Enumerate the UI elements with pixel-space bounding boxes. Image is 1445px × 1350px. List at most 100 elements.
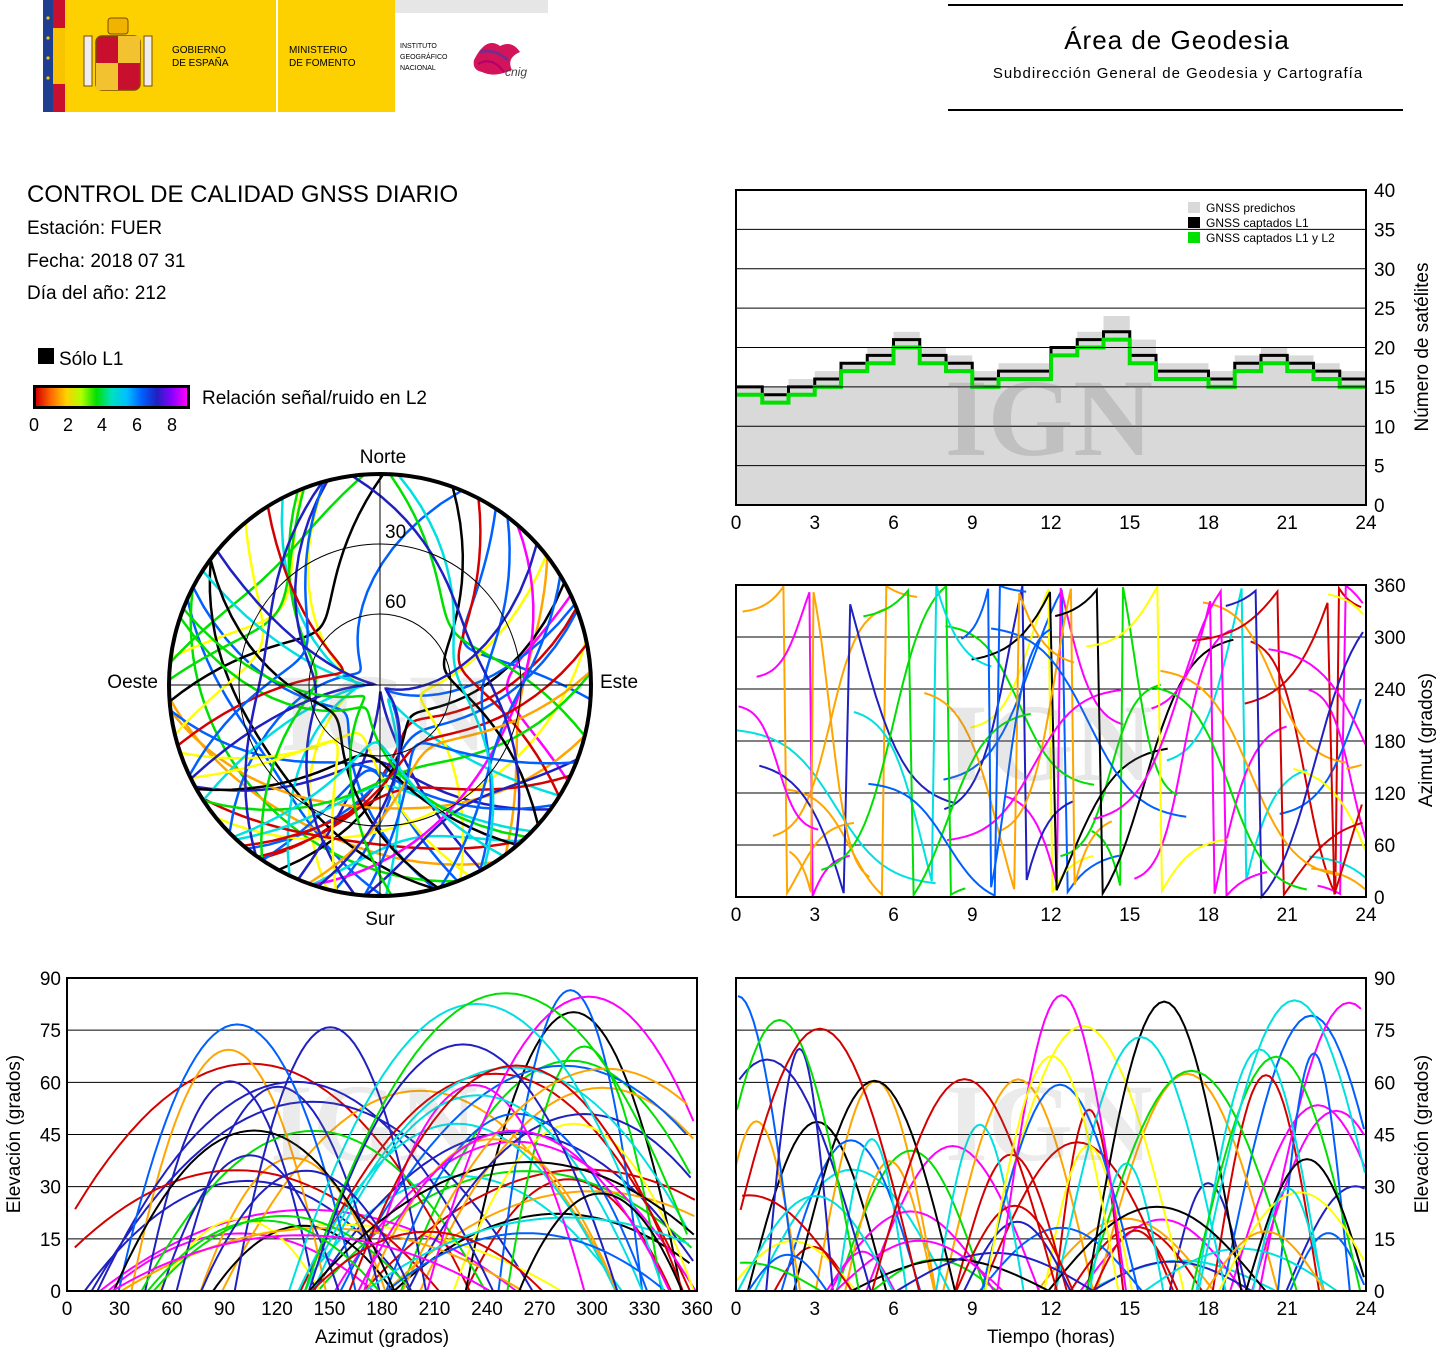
num-satellites-chart: 0 5 10 15 20 25 30 35 40 0 3 6 9 12 15 18 21 24 GNSS pred… [731,181,1433,534]
snr-tick-6: 6 [132,415,143,435]
elt-track [896,1251,1094,1292]
south-label: Sur [365,909,395,930]
nsat-legend-swatch [1188,202,1200,213]
snr-tick-4: 4 [97,415,108,435]
azt-track [1268,648,1367,746]
azt-xtick: 24 [1355,905,1377,926]
sky-track [384,698,560,897]
ela-track [111,1234,491,1292]
elt-track [1095,1072,1279,1292]
nsat-ytick: 10 [1374,417,1395,438]
azt-track [1086,583,1229,895]
azt-track [1293,767,1366,851]
ela-track [96,1080,494,1292]
sky-track [478,516,511,872]
elt-track [737,995,798,1292]
azt-track [1160,669,1341,877]
elt-xtick: 21 [1277,1299,1298,1320]
elt-track [1047,1205,1267,1292]
nsat-xtick: 9 [967,513,978,534]
watermark-top: IGN [945,357,1153,479]
elt-ytick: 90 [1374,969,1395,990]
elt-track [980,1141,1175,1292]
ring-label-60: 60 [385,592,406,613]
azt-xtick: 21 [1277,905,1298,926]
elt-xtick: 15 [1119,1299,1140,1320]
ela-track [357,1129,671,1292]
elt-track [1190,1055,1362,1292]
ela-track [117,1023,357,1292]
azt-track [945,625,1095,786]
azt-track [999,588,1113,886]
ela-track [452,1122,695,1292]
ring-label-30: 30 [385,522,406,543]
ela-xtick: 180 [366,1299,398,1320]
sky-track [439,575,562,888]
ela-track [348,1064,684,1292]
ela-track [112,1129,396,1292]
sky-track [209,559,439,889]
azt-track [738,705,819,831]
azt-ytick: 300 [1374,628,1406,649]
azt-ylabel: Azimut (grados) [1416,673,1437,807]
ela-track [311,1230,544,1292]
azt-xtick: 0 [731,905,742,926]
azt-track [1166,588,1308,881]
elt-track [1251,1109,1365,1292]
elt-xtick: 24 [1355,1299,1377,1320]
sky-track [173,522,265,736]
nsat-ytick: 15 [1374,378,1395,399]
cnig-logo-text: cnig [505,65,527,79]
azt-track [946,689,1122,842]
elt-xtick: 12 [1040,1299,1061,1320]
elt-xtick: 0 [731,1299,742,1320]
elt-track [1285,1185,1365,1292]
sky-track [442,486,540,826]
snr-tick-0: 0 [29,415,40,435]
watermark-sky: IGN [280,652,488,774]
ela-xtick: 90 [214,1299,235,1320]
ela-track [419,1086,694,1292]
sky-track [260,607,578,861]
azt-track [1054,587,1234,898]
ela-track [339,1064,687,1292]
ela-track [312,1094,644,1292]
elevation-time-chart: 0 15 30 45 60 75 90 0 3 6 9 12 15 18 21 24 Tiempo (hora… [731,969,1433,1348]
sky-track [169,709,554,811]
elt-track [739,1027,921,1292]
elt-track [1197,999,1366,1292]
area-title: Área de Geodesia [1064,25,1290,55]
nsat-xtick: 3 [809,513,820,534]
ministerio-line2: DE FOMENTO [289,58,356,69]
report-title: CONTROL DE CALIDAD GNSS DIARIO [27,181,459,208]
elt-track [753,1168,951,1292]
azt-track [820,583,966,897]
elt-ytick: 15 [1374,1230,1395,1251]
elt-track [979,1226,1143,1292]
ela-xtick: 30 [109,1299,130,1320]
azt-track [1308,688,1367,840]
elt-track [742,1194,853,1292]
nsat-ytick: 5 [1374,457,1385,478]
ela-track [401,1067,688,1292]
instituto-line1: INSTITUTO [400,43,437,50]
nsat-xtick: 15 [1119,513,1140,534]
snr-colorbar [33,385,190,409]
ela-xtick: 120 [261,1299,293,1320]
sky-track [244,481,324,856]
azt-track [1327,593,1364,615]
elt-track [780,1139,922,1292]
date-label: Fecha: 2018 07 31 [27,251,186,272]
elt-xtick: 9 [967,1299,978,1320]
ela-ytick: 90 [40,969,61,990]
azt-track [970,589,1094,893]
ela-track [297,1174,623,1292]
gobierno-line2: DE ESPAÑA [172,56,229,69]
azt-xtick: 12 [1040,905,1061,926]
azt-track [1309,855,1367,879]
l1-only-label: Sólo L1 [59,349,124,370]
elt-track [1092,1229,1179,1292]
sky-track [233,741,505,858]
ela-track [307,1043,619,1292]
elt-track [1211,1074,1321,1292]
